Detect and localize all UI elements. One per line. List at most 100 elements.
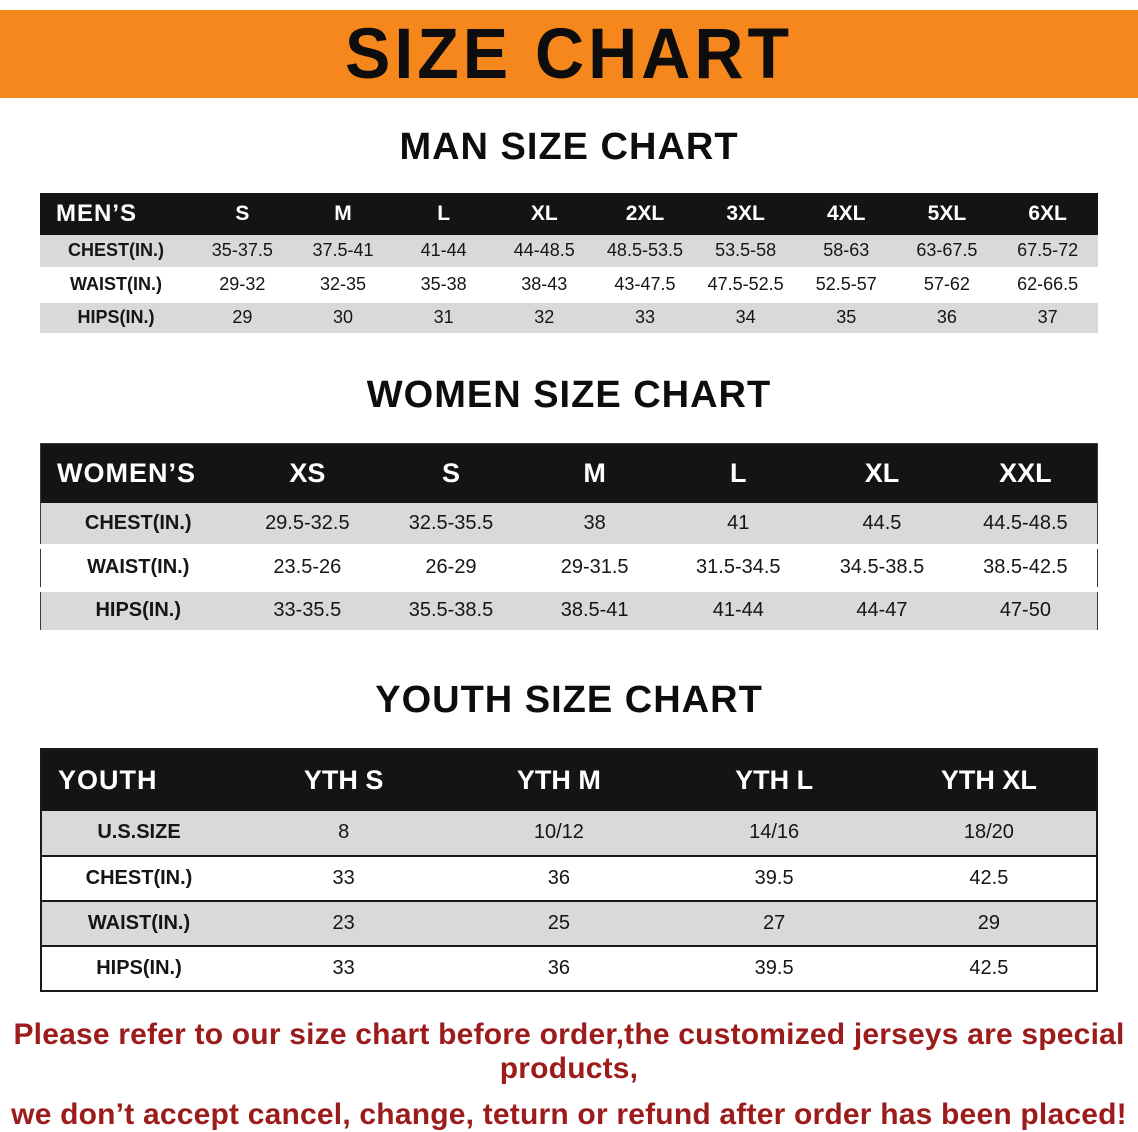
footer-line-1: Please refer to our size chart before or… bbox=[13, 1017, 1125, 1085]
youth-section-title: YOUTH SIZE CHART bbox=[375, 678, 763, 721]
men-size-header: 2XL bbox=[594, 193, 696, 235]
men-size-header: 6XL bbox=[997, 193, 1098, 235]
table-cell: 47-50 bbox=[953, 589, 1098, 632]
youth-header-label: YOUTH bbox=[41, 748, 236, 811]
table-cell: 37.5-41 bbox=[292, 235, 394, 268]
table-cell: 36 bbox=[896, 301, 998, 334]
footer-note: Please refer to our size chart before or… bbox=[0, 1018, 1138, 1132]
table-cell: 35 bbox=[795, 301, 897, 334]
men-table-row: WAIST(IN.) 29-32 32-35 35-38 38-43 43-47.5 47.… bbox=[40, 268, 1098, 301]
men-size-table: MEN’S S M L XL 2XL 3XL 4XL 5XL 6XL CHEST(IN.) 35-37… bbox=[40, 193, 1098, 336]
youth-size-header: YTH S bbox=[236, 748, 452, 811]
table-cell: 18/20 bbox=[881, 810, 1097, 856]
table-cell: 32.5-35.5 bbox=[379, 503, 523, 546]
youth-size-header: YTH XL bbox=[881, 748, 1097, 811]
women-size-table: WOMEN’S XS S M L XL XXL CHEST(IN.) 29.5-32.5 32.5… bbox=[40, 442, 1098, 635]
table-cell: 38.5-42.5 bbox=[953, 546, 1098, 589]
table-cell: 42.5 bbox=[881, 855, 1097, 901]
table-cell: 29 bbox=[192, 301, 293, 334]
men-size-header: M bbox=[292, 193, 394, 235]
table-cell: 33 bbox=[236, 945, 452, 991]
table-cell: 38.5-41 bbox=[522, 589, 667, 632]
men-size-header: S bbox=[192, 193, 293, 235]
women-size-header: XL bbox=[810, 443, 954, 503]
table-cell: 32 bbox=[493, 301, 595, 334]
table-cell: 36 bbox=[451, 945, 667, 991]
women-table-row: CHEST(IN.) 29.5-32.5 32.5-35.5 38 41 44.5 44.5… bbox=[40, 503, 1098, 546]
table-cell: 44.5 bbox=[810, 503, 954, 546]
table-cell: 32-35 bbox=[292, 268, 394, 301]
women-table-row: WAIST(IN.) 23.5-26 26-29 29-31.5 31.5-34.5 34… bbox=[40, 546, 1098, 589]
footer-line-2: we don’t accept cancel, change, teturn o… bbox=[11, 1097, 1127, 1131]
table-cell: 23.5-26 bbox=[235, 546, 380, 589]
youth-table-row: HIPS(IN.) 33 36 39.5 42.5 bbox=[41, 945, 1097, 991]
table-cell: 41 bbox=[666, 503, 811, 546]
women-size-header: S bbox=[379, 443, 523, 503]
youth-size-header: YTH L bbox=[666, 748, 882, 811]
section-men: MAN SIZE CHART MEN’S S M L XL 2XL 3XL 4XL 5XL 6XL… bbox=[0, 126, 1138, 336]
table-cell: 8 bbox=[236, 810, 452, 856]
row-label: CHEST(IN.) bbox=[41, 855, 236, 901]
table-cell: 29-31.5 bbox=[522, 546, 667, 589]
table-cell: 57-62 bbox=[896, 268, 998, 301]
table-cell: 39.5 bbox=[666, 945, 882, 991]
row-label: WAIST(IN.) bbox=[41, 900, 236, 946]
table-cell: 38 bbox=[522, 503, 667, 546]
men-table-row: CHEST(IN.) 35-37.5 37.5-41 41-44 44-48.5 48.5… bbox=[40, 235, 1098, 268]
row-label: U.S.SIZE bbox=[41, 810, 236, 856]
table-cell: 31.5-34.5 bbox=[666, 546, 811, 589]
table-cell: 38-43 bbox=[493, 268, 595, 301]
table-cell: 30 bbox=[292, 301, 394, 334]
table-cell: 35-38 bbox=[393, 268, 494, 301]
youth-table-row: U.S.SIZE 8 10/12 14/16 18/20 bbox=[41, 810, 1097, 856]
table-cell: 41-44 bbox=[393, 235, 494, 268]
women-section-title: WOMEN SIZE CHART bbox=[366, 373, 772, 416]
women-size-header: XXL bbox=[953, 443, 1098, 503]
table-cell: 43-47.5 bbox=[594, 268, 696, 301]
men-section-title: MAN SIZE CHART bbox=[399, 126, 739, 168]
table-cell: 29 bbox=[881, 900, 1097, 946]
youth-size-header: YTH M bbox=[451, 748, 667, 811]
table-cell: 47.5-52.5 bbox=[695, 268, 796, 301]
table-cell: 33-35.5 bbox=[235, 589, 380, 632]
men-table-row: HIPS(IN.) 29 30 31 32 33 34 35 36 37 bbox=[40, 301, 1098, 334]
women-size-header: L bbox=[666, 443, 811, 503]
men-header-label: MEN’S bbox=[40, 193, 192, 235]
row-label: WAIST(IN.) bbox=[40, 546, 236, 589]
men-size-header: 4XL bbox=[795, 193, 897, 235]
section-youth: YOUTH SIZE CHART YOUTH YTH S YTH M YTH L YTH… bbox=[0, 679, 1138, 992]
row-label: HIPS(IN.) bbox=[40, 301, 192, 334]
row-label: WAIST(IN.) bbox=[40, 268, 192, 301]
size-chart-banner: SIZE CHART bbox=[0, 10, 1138, 98]
men-size-header: 3XL bbox=[695, 193, 796, 235]
table-cell: 52.5-57 bbox=[795, 268, 897, 301]
table-cell: 44.5-48.5 bbox=[953, 503, 1098, 546]
youth-header-row: YOUTH YTH S YTH M YTH L YTH XL bbox=[41, 748, 1097, 811]
size-chart-page: SIZE CHART MAN SIZE CHART MEN’S S M L XL 2XL 3… bbox=[0, 10, 1138, 1132]
table-cell: 14/16 bbox=[666, 810, 882, 856]
table-cell: 37 bbox=[997, 301, 1098, 334]
table-cell: 33 bbox=[594, 301, 696, 334]
row-label: HIPS(IN.) bbox=[40, 589, 236, 632]
table-cell: 62-66.5 bbox=[997, 268, 1098, 301]
table-cell: 63-67.5 bbox=[896, 235, 998, 268]
table-cell: 29.5-32.5 bbox=[235, 503, 380, 546]
table-cell: 44-47 bbox=[810, 589, 954, 632]
row-label: CHEST(IN.) bbox=[40, 503, 236, 546]
youth-table-row: WAIST(IN.) 23 25 27 29 bbox=[41, 900, 1097, 946]
table-cell: 58-63 bbox=[795, 235, 897, 268]
row-label: HIPS(IN.) bbox=[41, 945, 236, 991]
women-header-label: WOMEN’S bbox=[40, 443, 236, 503]
table-cell: 53.5-58 bbox=[695, 235, 796, 268]
table-cell: 34.5-38.5 bbox=[810, 546, 954, 589]
row-label: CHEST(IN.) bbox=[40, 235, 192, 268]
section-women: WOMEN SIZE CHART WOMEN’S XS S M L XL XXL CHEST(… bbox=[0, 374, 1138, 635]
table-cell: 48.5-53.5 bbox=[594, 235, 696, 268]
table-cell: 23 bbox=[236, 900, 452, 946]
table-cell: 42.5 bbox=[881, 945, 1097, 991]
table-cell: 67.5-72 bbox=[997, 235, 1098, 268]
women-size-header: M bbox=[522, 443, 667, 503]
men-size-header: L bbox=[393, 193, 494, 235]
table-cell: 36 bbox=[451, 855, 667, 901]
table-cell: 34 bbox=[695, 301, 796, 334]
